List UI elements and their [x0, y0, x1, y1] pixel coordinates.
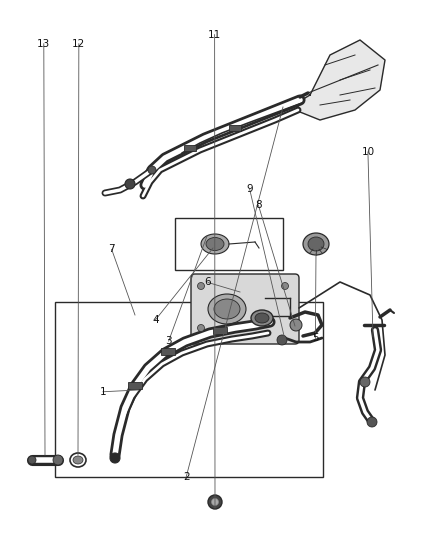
Ellipse shape	[214, 299, 240, 319]
Circle shape	[198, 325, 205, 332]
Text: 1: 1	[99, 387, 106, 397]
Text: 8: 8	[255, 200, 262, 210]
Circle shape	[290, 319, 302, 331]
Text: 3: 3	[165, 336, 172, 346]
Circle shape	[110, 453, 120, 463]
Text: 11: 11	[208, 30, 221, 39]
Bar	[161, 348, 175, 355]
Circle shape	[282, 282, 289, 289]
Ellipse shape	[208, 294, 246, 324]
Bar	[128, 382, 142, 389]
Bar	[55, 302, 323, 477]
Text: 4: 4	[152, 315, 159, 325]
Ellipse shape	[308, 237, 324, 251]
Text: 7: 7	[108, 245, 115, 254]
Ellipse shape	[201, 234, 229, 254]
Ellipse shape	[206, 238, 224, 251]
Circle shape	[28, 456, 36, 464]
FancyBboxPatch shape	[191, 274, 299, 344]
Circle shape	[212, 498, 219, 505]
Polygon shape	[195, 278, 295, 340]
Circle shape	[198, 282, 205, 289]
Text: 13: 13	[37, 39, 50, 49]
Ellipse shape	[73, 456, 83, 464]
Text: 12: 12	[72, 39, 85, 49]
Text: 2: 2	[183, 472, 190, 482]
Bar	[184, 145, 196, 151]
Bar	[229, 125, 241, 131]
Circle shape	[367, 417, 377, 427]
Circle shape	[208, 495, 222, 509]
Circle shape	[148, 166, 156, 174]
Bar	[213, 327, 227, 334]
Text: 5: 5	[312, 334, 319, 343]
Circle shape	[277, 335, 287, 345]
Text: 9: 9	[246, 184, 253, 194]
Ellipse shape	[303, 233, 329, 255]
Circle shape	[360, 377, 370, 387]
Text: 6: 6	[205, 278, 212, 287]
Bar	[175, 218, 283, 270]
Circle shape	[125, 179, 135, 189]
Polygon shape	[295, 40, 385, 120]
Text: 10: 10	[361, 147, 374, 157]
Circle shape	[53, 455, 63, 465]
Ellipse shape	[255, 313, 269, 323]
Ellipse shape	[251, 310, 273, 326]
